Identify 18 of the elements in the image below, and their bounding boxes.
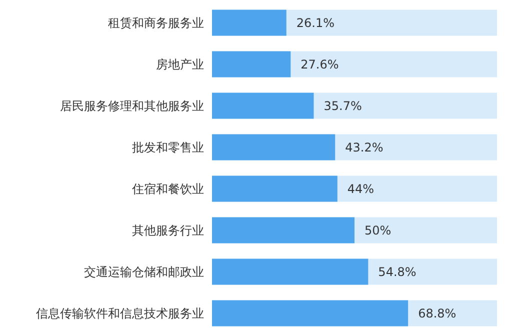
data-label: 43.2% <box>345 140 384 154</box>
data-label: 54.8% <box>378 264 416 279</box>
y-tick-label: 居民服务修理和其他服务业 <box>60 98 204 113</box>
y-tick-label: 住宿和餐饮业 <box>131 182 204 196</box>
data-label: 44% <box>347 182 374 196</box>
data-label: 27.6% <box>300 57 339 72</box>
data-label: 68.8% <box>418 306 456 320</box>
y-tick-label: 房地产业 <box>156 57 204 72</box>
y-tick-label: 交通运输仓储和邮政业 <box>84 264 204 279</box>
data-label: 26.1% <box>296 16 335 30</box>
y-tick-label: 租赁和商务服务业 <box>108 16 204 30</box>
data-label: 35.7% <box>324 98 362 113</box>
bar <box>212 10 286 36</box>
bar <box>212 51 291 78</box>
y-tick-label: 批发和零售业 <box>132 140 204 154</box>
y-tick-label: 其他服务行业 <box>132 223 204 238</box>
data-label: 50% <box>364 223 392 238</box>
y-tick-label: 信息传输软件和信息技术服务业 <box>36 306 204 320</box>
